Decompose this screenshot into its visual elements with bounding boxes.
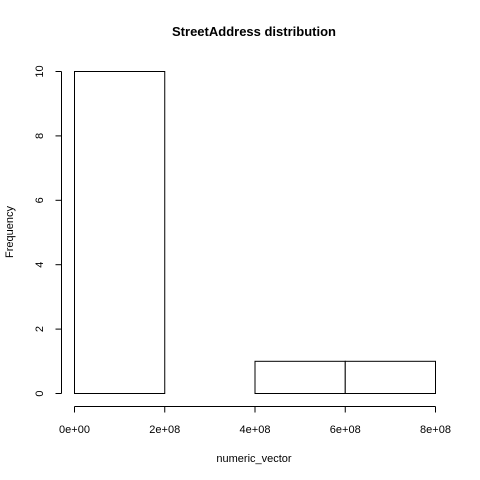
x-axis: 0e+00 2e+08 4e+08 6e+08 8e+08 [59, 406, 451, 436]
histogram-bar-0 [74, 71, 166, 394]
y-tick-label-3: 6 [34, 197, 46, 203]
y-tick-label-0: 0 [34, 390, 46, 396]
x-tick-label-4: 8e+08 [420, 424, 451, 436]
x-tick-label-2: 4e+08 [240, 424, 271, 436]
y-tick-label-4: 8 [34, 133, 46, 139]
histogram-bar-2 [254, 360, 346, 394]
chart-title: StreetAddress distribution [172, 24, 336, 39]
y-tick-label-2: 4 [34, 262, 46, 268]
y-axis-label: Frequency [4, 206, 16, 258]
y-axis: 0 2 4 6 8 10 [34, 65, 62, 397]
x-tick-label-3: 6e+08 [330, 424, 361, 436]
bars-group [74, 71, 436, 394]
y-tick-label-5: 10 [34, 65, 46, 77]
y-tick-label-1: 2 [34, 326, 46, 332]
x-tick-label-0: 0e+00 [59, 424, 90, 436]
x-axis-label: numeric_vector [216, 453, 292, 465]
histogram-bar-3 [344, 360, 436, 394]
x-tick-label-1: 2e+08 [149, 424, 180, 436]
